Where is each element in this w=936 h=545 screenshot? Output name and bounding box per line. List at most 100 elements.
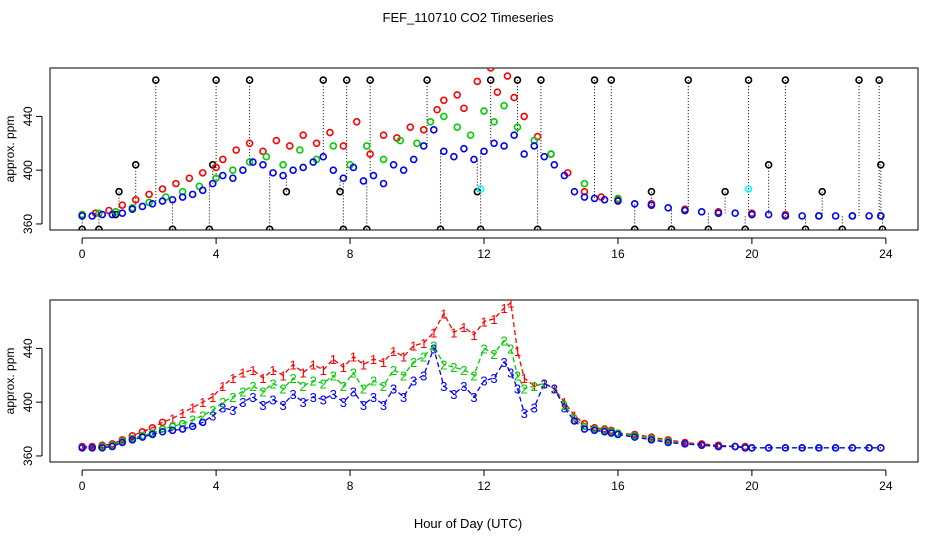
- bottom-point-label-3: 3: [239, 395, 246, 410]
- bottom-point-marker-3: [78, 444, 86, 452]
- top-x-tick-label: 24: [879, 247, 893, 261]
- top-point-black: [818, 187, 827, 196]
- top-point-black: [486, 76, 495, 84]
- top-point-red: [326, 128, 334, 137]
- top-point-blue: [279, 171, 287, 180]
- bottom-point-label-3: 3: [390, 382, 397, 397]
- bottom-point-label-1: 1: [279, 368, 286, 383]
- bottom-point-label-1: 1: [470, 328, 477, 343]
- bottom-point-label-2: 2: [249, 379, 256, 394]
- bottom-point-label-3: 3: [531, 401, 538, 416]
- top-x-tick-label: 12: [477, 247, 491, 261]
- bottom-point-label-3: 3: [514, 382, 521, 397]
- bottom-y-tick-label: 440: [21, 338, 35, 358]
- top-point-green: [279, 160, 287, 169]
- top-point-blue: [697, 208, 706, 216]
- bottom-point-label-1: 1: [531, 379, 538, 394]
- bottom-point-marker-3: [118, 438, 127, 447]
- bottom-point-label-1: 1: [450, 325, 457, 340]
- bottom-point-marker-3: [848, 444, 857, 452]
- top-point-blue: [798, 212, 806, 220]
- top-point-blue: [781, 212, 790, 220]
- top-point-blue: [118, 209, 127, 217]
- top-x-tick-label: 16: [611, 247, 625, 261]
- bottom-point-label-3: 3: [430, 341, 437, 356]
- bottom-point-label-2: 2: [400, 368, 407, 383]
- bottom-point-label-1: 1: [521, 371, 528, 386]
- bottom-point-label-3: 3: [370, 390, 377, 405]
- top-point-blue: [138, 202, 147, 211]
- top-point-green: [547, 150, 555, 158]
- bottom-point-marker-3: [697, 441, 706, 449]
- top-x-tick-label: 20: [745, 247, 759, 261]
- bottom-point-label-2: 2: [460, 363, 467, 378]
- top-point-red: [460, 104, 468, 113]
- bottom-point-label-1: 1: [249, 363, 256, 378]
- top-point-blue: [88, 212, 96, 220]
- top-point-red: [493, 88, 502, 96]
- top-point-black: [647, 187, 656, 196]
- bottom-point-label-3: 3: [440, 379, 447, 394]
- bottom-point-label-1: 1: [320, 363, 327, 378]
- top-point-blue: [108, 210, 117, 219]
- top-point-cyan: [744, 185, 753, 193]
- top-point-blue: [580, 193, 589, 201]
- top-point-red: [212, 163, 220, 172]
- bottom-point-label-2: 2: [239, 384, 246, 399]
- top-point-black: [366, 76, 374, 84]
- bottom-point-label-3: 3: [340, 395, 347, 410]
- top-point-green: [229, 166, 237, 174]
- top-point-blue: [500, 142, 508, 150]
- top-point-black: [78, 225, 86, 230]
- top-point-blue: [600, 195, 609, 204]
- top-point-black: [781, 76, 790, 84]
- bottom-point-label-2: 2: [490, 347, 497, 362]
- top-point-black: [607, 76, 616, 84]
- top-point-black: [855, 76, 863, 84]
- top-point-blue: [714, 209, 723, 217]
- top-point-blue: [299, 163, 307, 172]
- bottom-point-label-2: 2: [340, 379, 347, 394]
- bottom-point-label-2: 2: [370, 374, 377, 389]
- top-point-black: [877, 160, 885, 169]
- bottom-point-label-3: 3: [320, 392, 327, 407]
- top-point-red: [172, 179, 180, 188]
- bottom-point-marker-3: [630, 433, 639, 441]
- top-point-red: [510, 93, 518, 102]
- bottom-point-marker-3: [714, 442, 723, 451]
- bottom-point-label-1: 1: [400, 349, 407, 364]
- top-point-blue: [329, 166, 338, 174]
- top-point-blue: [664, 204, 672, 212]
- bottom-point-marker-3: [88, 444, 96, 452]
- bottom-point-label-1: 1: [179, 406, 186, 421]
- top-point-black: [476, 225, 485, 230]
- top-point-black: [590, 76, 599, 84]
- bottom-point-label-1: 1: [209, 390, 216, 405]
- bottom-point-label-2: 2: [430, 339, 437, 354]
- bottom-point-label-1: 1: [440, 306, 447, 321]
- bottom-x-tick-label: 12: [477, 479, 491, 493]
- top-point-blue: [229, 174, 237, 183]
- top-point-red: [366, 150, 374, 158]
- bottom-point-label-3: 3: [507, 366, 514, 381]
- bottom-point-label-1: 1: [480, 315, 487, 330]
- bottom-y-axis-label: approx. ppm: [3, 348, 17, 415]
- top-point-red: [473, 77, 482, 86]
- top-point-green: [480, 107, 488, 115]
- bottom-point-label-2: 2: [480, 341, 487, 356]
- bottom-point-label-1: 1: [259, 371, 266, 386]
- bottom-point-label-3: 3: [541, 376, 548, 391]
- bottom-point-label-2: 2: [390, 363, 397, 378]
- bottom-point-label-1: 1: [571, 409, 578, 424]
- bottom-y-tick-label: 400: [21, 392, 35, 412]
- bottom-point-marker-3: [188, 422, 197, 431]
- top-point-blue: [570, 187, 579, 196]
- bottom-point-label-3: 3: [490, 371, 497, 386]
- bottom-point-label-3: 3: [310, 390, 317, 405]
- top-point-black: [362, 225, 371, 230]
- bottom-point-label-2: 2: [229, 390, 236, 405]
- bottom-point-label-1: 1: [239, 366, 246, 381]
